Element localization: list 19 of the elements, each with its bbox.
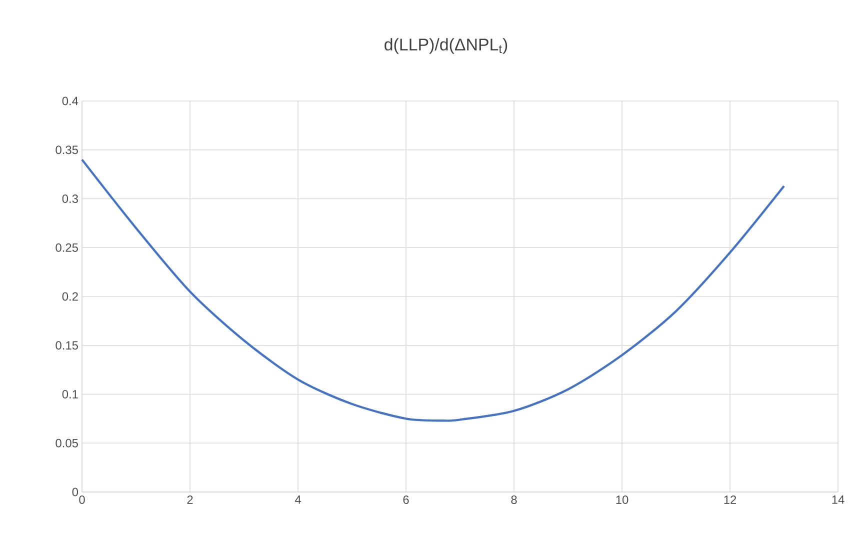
y-tick-label: 0.05 — [56, 438, 78, 448]
x-tick-label: 14 — [832, 496, 844, 504]
x-tick-label: 12 — [724, 496, 736, 504]
chart-title: d(LLP)/d(ΔNPL$_{t}$) — [384, 38, 508, 54]
y-tick-label: 0.35 — [56, 146, 78, 154]
x-tick-label: 0 — [79, 496, 85, 504]
x-tick-label: 8 — [511, 496, 517, 504]
x-tick-label: 6 — [403, 496, 409, 504]
y-tick-label: 0.2 — [62, 292, 78, 301]
y-tick-label: 0.1 — [62, 390, 78, 398]
y-tick-label: 0 — [72, 488, 78, 496]
x-tick-label: 2 — [187, 496, 193, 504]
y-tick-label: 0.25 — [56, 243, 78, 252]
y-tick-label: 0.15 — [56, 341, 78, 350]
x-tick-label: 4 — [294, 496, 301, 504]
line-series — [80, 158, 786, 422]
y-tick-label: 0.4 — [62, 96, 78, 106]
x-tick-label: 10 — [616, 496, 628, 504]
y-tick-label: 0.3 — [62, 194, 78, 203]
